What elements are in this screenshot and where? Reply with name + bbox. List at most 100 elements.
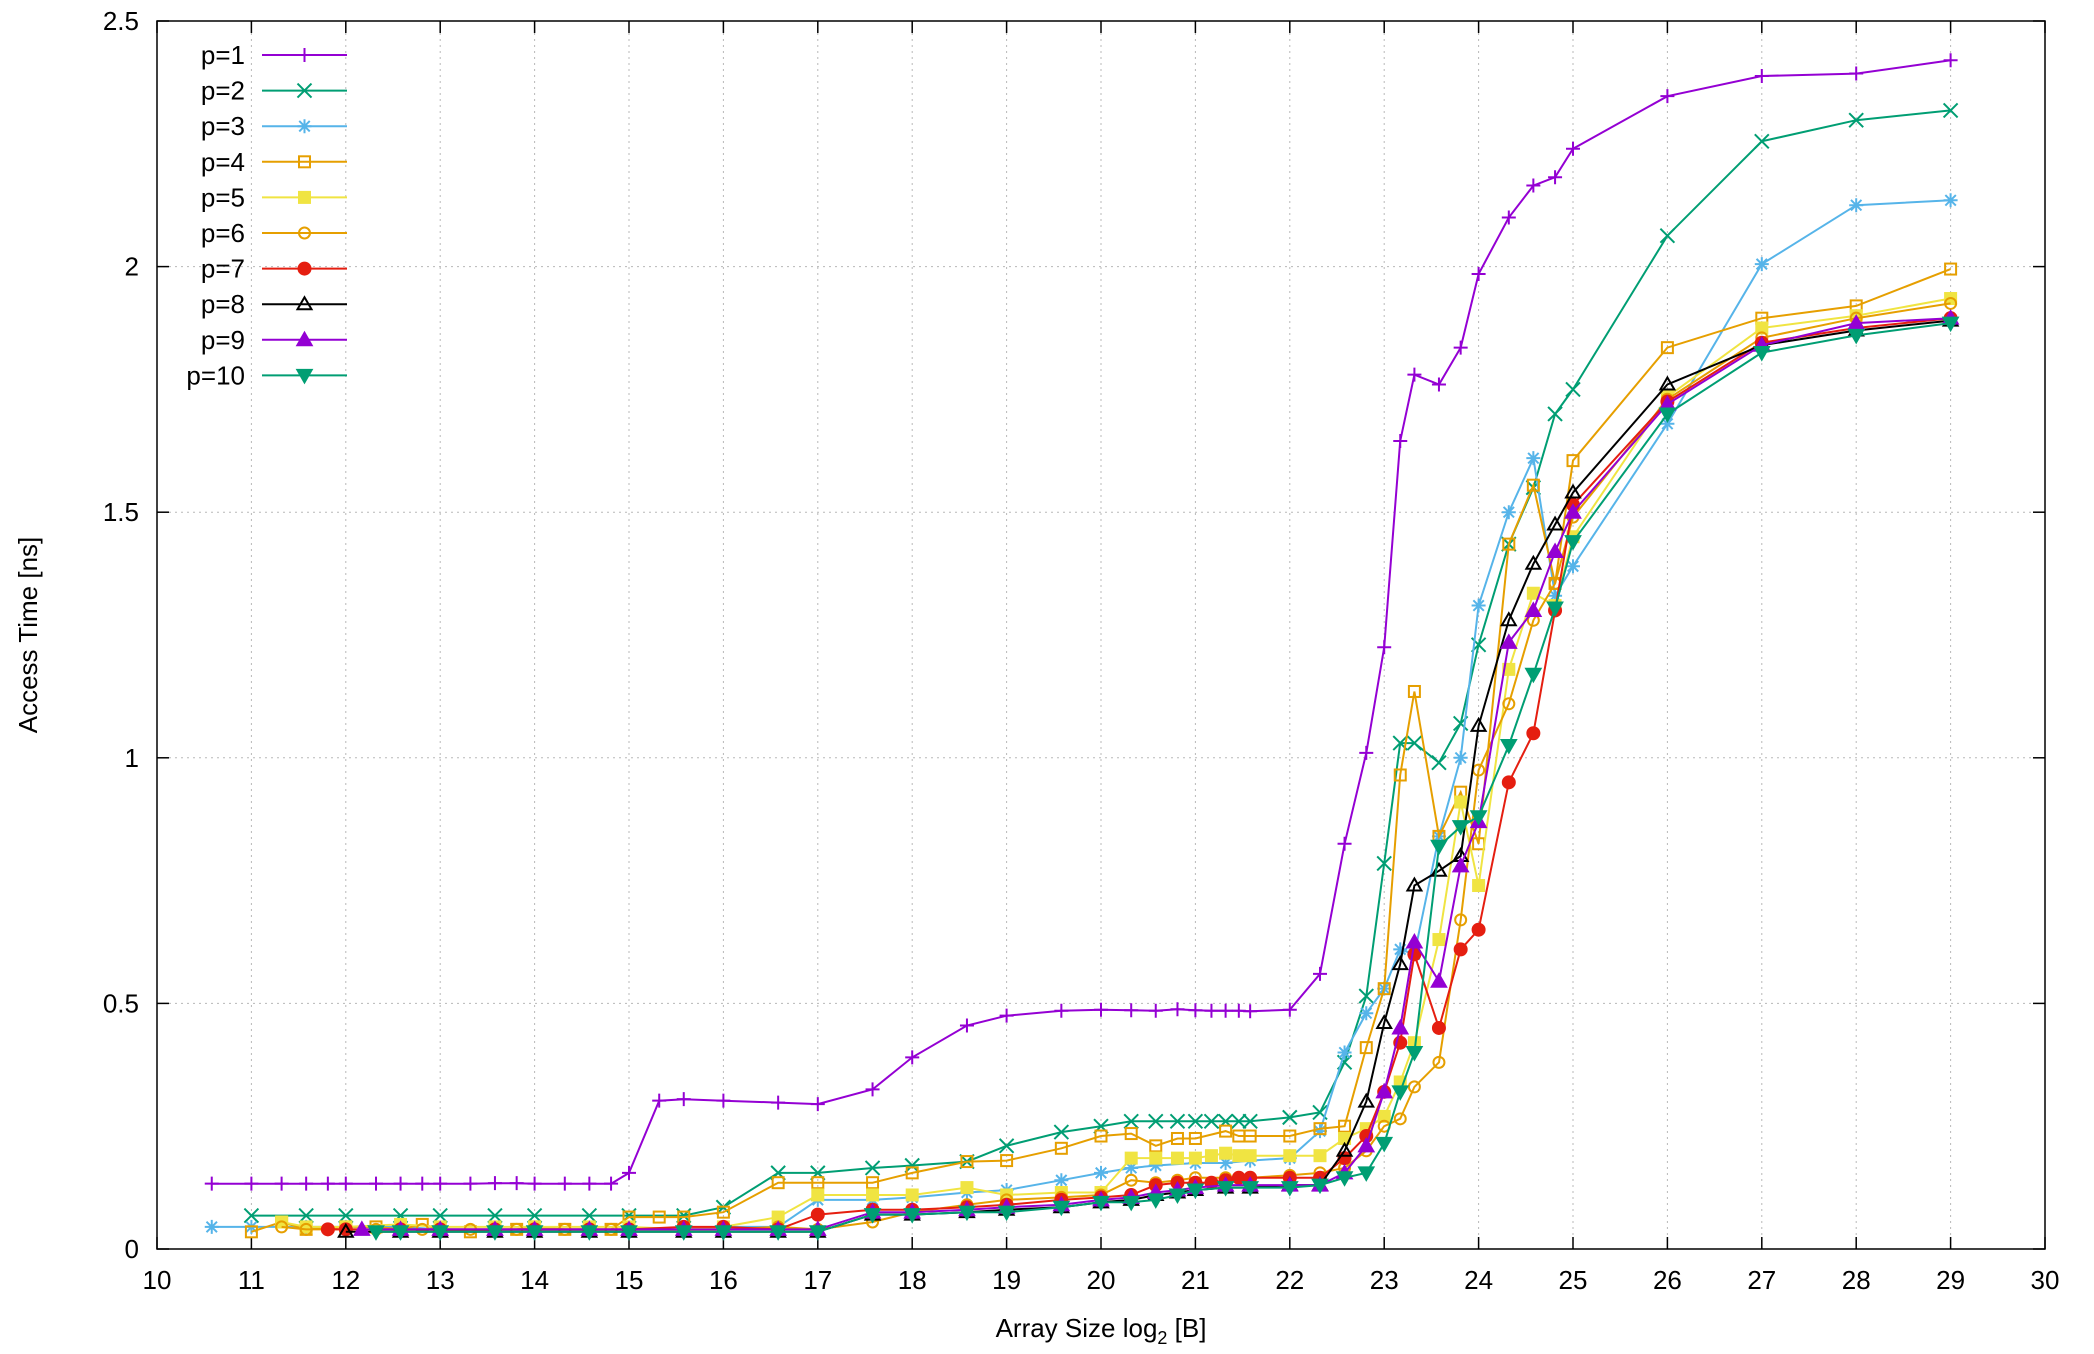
series-3-point (1660, 416, 1675, 431)
series-1-point (1501, 210, 1516, 225)
series-2-point (864, 1160, 881, 1176)
series-4-point (1338, 1119, 1352, 1133)
legend-marker (297, 261, 312, 276)
series-1-point (463, 1176, 478, 1191)
series-6-point (1432, 1055, 1446, 1069)
series-10-point (1451, 820, 1470, 836)
series-2-point (1123, 1113, 1139, 1129)
series-5-point (905, 1188, 919, 1202)
series-6 (275, 296, 1958, 1236)
series-5 (275, 292, 1958, 1236)
series-4-point (1124, 1127, 1138, 1141)
series-2-point (1942, 102, 1959, 119)
series-7 (320, 311, 1958, 1237)
series-8-point (1357, 1092, 1376, 1108)
y-tick-label: 0 (125, 1234, 139, 1264)
series-5-point (1472, 879, 1486, 893)
legend-marker (295, 295, 314, 311)
x-tick-labels: 10 11 12 13 14 15 16 17 18 19 20 21 22 23 24 25 26 27 28 29… (143, 1265, 2060, 1295)
series-1-point (487, 1176, 502, 1191)
series-1-point (1548, 170, 1563, 185)
series-1-point (393, 1176, 408, 1191)
series-1-point (959, 1018, 974, 1033)
series-4-point (1170, 1131, 1184, 1145)
series-1-point (1243, 1004, 1258, 1019)
series-5-point (811, 1188, 825, 1202)
series-1-point (999, 1008, 1014, 1023)
series-1-point (1660, 89, 1675, 104)
series-9-point (1357, 1136, 1376, 1153)
series-10-point (1405, 1046, 1424, 1062)
series-4-point (1407, 684, 1421, 698)
series-1-point (1188, 1003, 1203, 1018)
series-10-point (1335, 1171, 1354, 1187)
series-2-point (581, 1207, 598, 1224)
x-tick-label: 20 (1087, 1265, 1116, 1295)
x-tick-label: 28 (1842, 1265, 1871, 1295)
legend-label: p=6 (201, 218, 245, 248)
series-2-point (1358, 988, 1374, 1004)
series-1-point (527, 1176, 542, 1191)
series-1-point (1377, 640, 1392, 655)
series-2-point (1431, 755, 1447, 771)
series-3-point (1054, 1173, 1069, 1188)
series-1-point (676, 1092, 691, 1107)
series-1-point (1453, 340, 1468, 355)
series-3-point (1337, 1045, 1352, 1060)
series-3-point (1453, 750, 1468, 765)
series-1-point (1526, 178, 1541, 193)
series-1-point (274, 1176, 289, 1191)
series-1-point (865, 1082, 880, 1097)
series-1-point (299, 1176, 314, 1191)
series-4-point (244, 1225, 258, 1239)
series-8-point (1469, 716, 1488, 732)
series-7-point (1501, 775, 1516, 790)
axis-ticks (156, 20, 2046, 1250)
series-3-point (1124, 1160, 1139, 1175)
series-9-point (352, 1220, 371, 1236)
series-7-point (320, 1222, 335, 1237)
series-10-point (863, 1208, 882, 1224)
series-2-point (487, 1207, 503, 1224)
series-5-point (1188, 1151, 1202, 1165)
series-5-point (960, 1181, 974, 1195)
series-2-point (1547, 406, 1563, 422)
x-axis-label: Array Size log2 [B] (996, 1313, 1207, 1348)
x-tick-label: 11 (238, 1265, 265, 1295)
series-8-point (337, 1222, 355, 1238)
series-4-line (251, 268, 1951, 1233)
grid-lines (157, 21, 2045, 1249)
series-8-point (1375, 1014, 1393, 1030)
series-4-point (1377, 982, 1391, 996)
legend-label: p=4 (201, 147, 245, 177)
series-2-point (1053, 1124, 1070, 1140)
x-tick-label: 22 (1275, 1265, 1304, 1295)
series-5-point (1170, 1151, 1184, 1165)
series-4-point (905, 1166, 919, 1180)
series-6-point (1502, 697, 1516, 711)
series-2-point (1187, 1113, 1204, 1129)
x-tick-label: 13 (426, 1265, 455, 1295)
series-4 (244, 262, 1958, 1239)
series-7-point (810, 1207, 825, 1222)
series-10-point (903, 1208, 922, 1224)
x-axis-label-subscript: 2 (1157, 1328, 1167, 1348)
legend-marker (296, 82, 313, 99)
series-10-point (580, 1225, 599, 1241)
series-1-point (716, 1093, 731, 1108)
series-4-point (1094, 1129, 1108, 1143)
legend-label: p=9 (201, 325, 245, 355)
legend-item: p=5 (201, 182, 347, 212)
series-4-point (1188, 1131, 1202, 1145)
series-2-point (1231, 1113, 1247, 1129)
series-8-point (1335, 1141, 1354, 1157)
series-2-point (1148, 1113, 1164, 1129)
series-8-point (1524, 554, 1543, 570)
series-1-point (433, 1176, 448, 1191)
legend-item: p=1 (201, 40, 347, 70)
series-8-point (1500, 611, 1518, 627)
series-4-point (1526, 478, 1540, 492)
legend-marker (295, 330, 314, 347)
series-3-point (1566, 559, 1580, 574)
